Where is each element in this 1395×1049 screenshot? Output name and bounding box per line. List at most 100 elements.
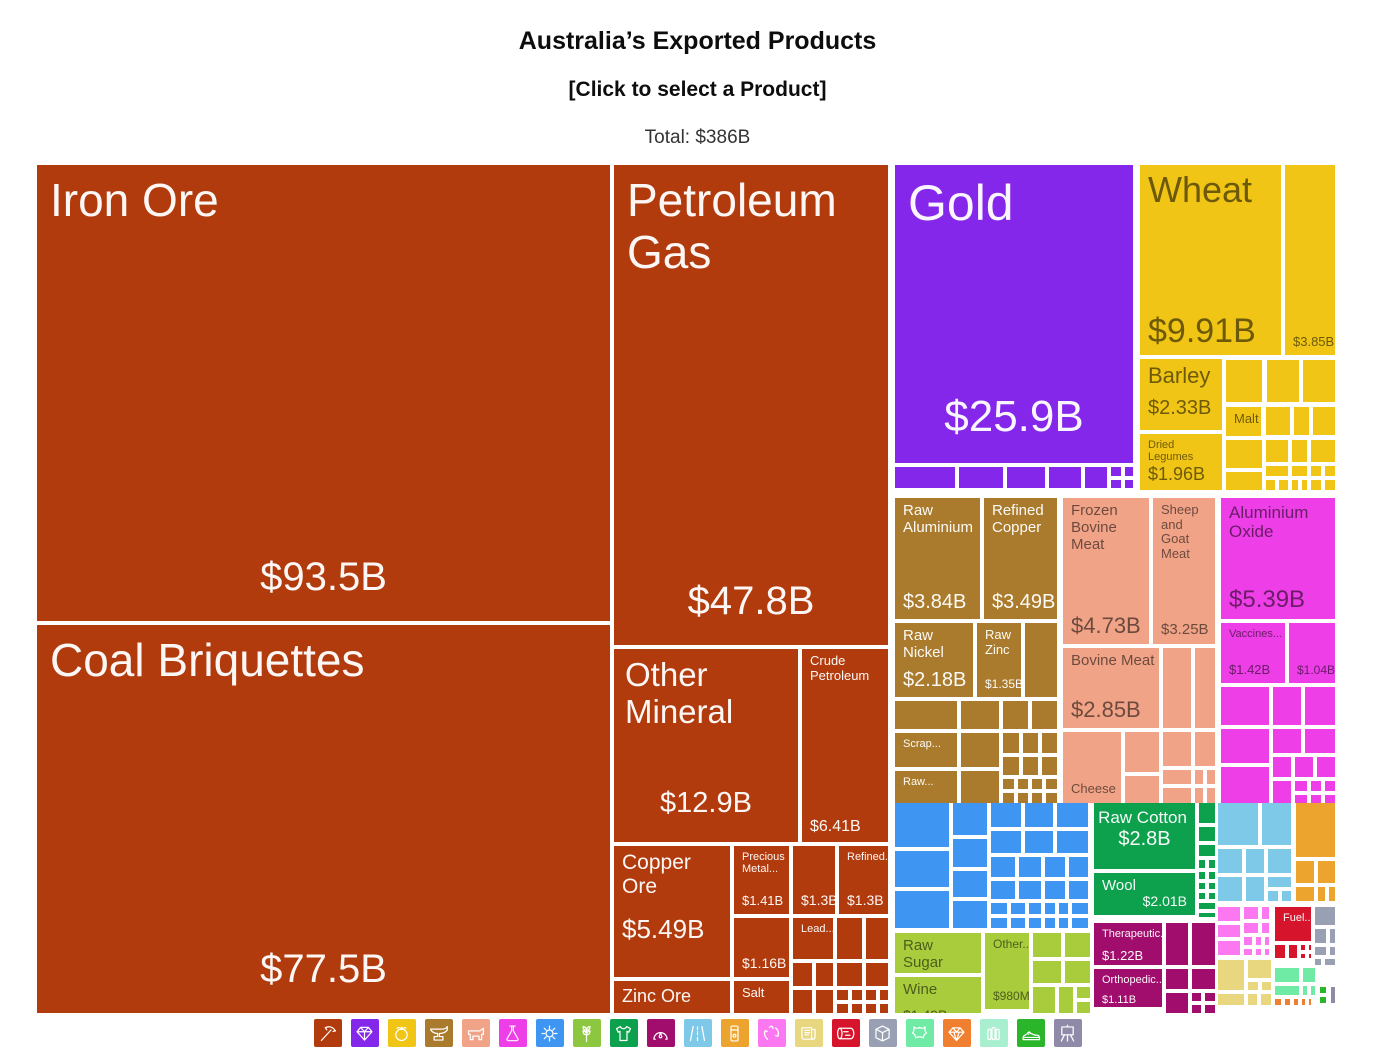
vegetable-products-cell[interactable] <box>1311 480 1321 490</box>
wood-products-cell[interactable] <box>1289 945 1297 958</box>
mineral-products-cell[interactable] <box>866 918 888 959</box>
chemical-products-cell[interactable] <box>1311 795 1321 803</box>
animal-products-cell[interactable] <box>1163 732 1191 766</box>
mineral-products-cell[interactable] <box>793 963 812 986</box>
dried-legumes[interactable]: Dried Legumes $1.96B <box>1140 434 1222 490</box>
machines-cell[interactable] <box>991 881 1015 899</box>
textiles-cell[interactable] <box>1199 872 1205 879</box>
copper-ore[interactable]: Copper Ore $5.49B <box>614 846 730 977</box>
footwear-cell[interactable] <box>1320 987 1326 993</box>
chemical-products-cell[interactable] <box>1305 687 1335 725</box>
metals-cell[interactable] <box>1018 793 1028 803</box>
plastics-rubbers-cell[interactable] <box>1262 907 1269 919</box>
raw-aluminium[interactable]: Raw Aluminium $3.84B <box>895 498 980 619</box>
chemical-products-cell[interactable] <box>1317 757 1335 777</box>
precious-metals-cell[interactable] <box>1125 467 1133 476</box>
paper-goods-cell[interactable] <box>1248 994 1257 1005</box>
vegetable-products-cell[interactable] <box>1267 360 1299 402</box>
raw-zinc[interactable]: Raw Zinc $1.35B <box>977 623 1021 697</box>
metals-cell[interactable] <box>1023 757 1038 775</box>
metals-cell[interactable] <box>1042 733 1057 753</box>
chemical-products-cell[interactable] <box>1325 781 1335 791</box>
instruments-cell[interactable] <box>1166 923 1188 965</box>
wood-products-cell[interactable] <box>1301 945 1305 950</box>
metals-cell[interactable] <box>1003 701 1028 729</box>
mineral-products-cell[interactable] <box>880 990 888 1000</box>
chemical-products-cell[interactable] <box>1273 729 1301 753</box>
instruments-cell[interactable] <box>1192 969 1215 989</box>
vaccines[interactable]: Vaccines... $1.42B <box>1221 623 1285 683</box>
other-mineral[interactable]: Other Mineral $12.9B <box>614 649 798 842</box>
machines-cell[interactable] <box>991 903 1007 914</box>
mineral-products-cell[interactable] <box>852 990 862 1000</box>
metals-cell[interactable] <box>1025 623 1057 697</box>
wood-products-cell[interactable] <box>1301 954 1305 958</box>
scroll-icon[interactable] <box>794 1019 823 1047</box>
canister-icon[interactable] <box>720 1019 749 1047</box>
animal-vegetable-bi-products-cell[interactable] <box>1329 887 1335 901</box>
textiles-cell[interactable] <box>1199 893 1205 899</box>
mineral-products-cell[interactable] <box>837 963 862 986</box>
precious-metals-cell[interactable] <box>1007 467 1045 488</box>
machines-cell[interactable] <box>991 803 1021 827</box>
wine[interactable]: Wine$1.49B <box>895 977 981 1013</box>
textiles-cell[interactable] <box>1199 913 1215 917</box>
vegetable-products-cell[interactable] <box>1279 480 1288 490</box>
paper-goods-cell[interactable] <box>1262 982 1271 990</box>
vegetable-products-cell[interactable] <box>1292 480 1298 490</box>
precious-metal[interactable]: Precious Metal... $1.41B <box>734 846 789 914</box>
animal-hides-cell[interactable] <box>1275 968 1299 982</box>
precious-metals-cell[interactable] <box>1125 480 1133 488</box>
machines-cell[interactable] <box>1057 831 1088 853</box>
stone-glass-cell[interactable] <box>1294 999 1298 1005</box>
miscellaneous-cell[interactable] <box>1330 929 1335 943</box>
textiles-cell[interactable] <box>1199 845 1215 856</box>
vegetable-products-cell[interactable] <box>1266 407 1290 435</box>
raw-nickel[interactable]: Raw Nickel $2.18B <box>895 623 973 697</box>
vegetable-products-cell[interactable] <box>1325 480 1335 490</box>
miscellaneous-cell[interactable] <box>1315 929 1326 943</box>
miscellaneous-cell[interactable] <box>1315 959 1321 965</box>
other-foodstuff[interactable]: Other... $980M <box>985 933 1029 1009</box>
raw-sugar[interactable]: Raw Sugar$1.49B <box>895 933 981 973</box>
machines-cell[interactable] <box>1019 881 1041 899</box>
refined-copper[interactable]: Refined Copper $3.49B <box>984 498 1057 619</box>
machines-cell[interactable] <box>1045 857 1065 877</box>
machines-cell[interactable] <box>953 901 987 928</box>
cow-icon[interactable] <box>461 1019 490 1047</box>
vegetable-products-cell[interactable] <box>1294 407 1309 435</box>
wheat-icon[interactable] <box>572 1019 601 1047</box>
crude-petroleum[interactable]: Crude Petroleum $6.41B <box>802 649 888 842</box>
instruments-cell[interactable] <box>1205 1005 1215 1013</box>
animal-products-cell[interactable] <box>1125 776 1159 803</box>
machines-cell[interactable] <box>1045 918 1055 928</box>
chemical-products-cell[interactable] <box>1221 729 1269 763</box>
vegetable-products-cell[interactable] <box>1226 440 1262 468</box>
machines-cell[interactable] <box>1025 831 1053 853</box>
textiles-cell[interactable] <box>1199 883 1205 889</box>
plastics-rubbers-cell[interactable] <box>1262 923 1269 933</box>
transportation-cell[interactable] <box>1268 891 1278 901</box>
vegetable-products-cell[interactable] <box>1226 472 1262 490</box>
machines-cell[interactable] <box>895 803 949 847</box>
animal-products-cell[interactable] <box>1207 788 1215 803</box>
transportation-cell[interactable] <box>1218 877 1242 901</box>
aluminium-oxide[interactable]: Aluminium Oxide $5.39B <box>1221 498 1335 619</box>
plastics-rubbers-cell[interactable] <box>1256 937 1261 945</box>
metals-cell[interactable] <box>1023 733 1038 753</box>
animal-vegetable-bi-products-cell[interactable] <box>1318 887 1325 901</box>
metals-cell[interactable] <box>1003 793 1014 803</box>
box-icon[interactable] <box>868 1019 897 1047</box>
miscellaneous-cell[interactable] <box>1330 947 1335 955</box>
instruments-cell[interactable] <box>1205 993 1215 1001</box>
animal-products-cell[interactable] <box>1207 770 1215 784</box>
hide-icon[interactable] <box>905 1019 934 1047</box>
metals-cell[interactable] <box>1046 779 1057 789</box>
paper-goods-cell[interactable] <box>1248 960 1271 978</box>
animal-products-cell[interactable] <box>1163 788 1191 803</box>
precious-metals-cell[interactable] <box>959 467 1003 488</box>
animal-hides-cell[interactable] <box>1311 986 1315 995</box>
plastics-rubbers-cell[interactable] <box>1218 925 1240 937</box>
precious-metals-cell[interactable] <box>1049 467 1081 488</box>
animal-hides-cell[interactable] <box>1303 986 1307 995</box>
